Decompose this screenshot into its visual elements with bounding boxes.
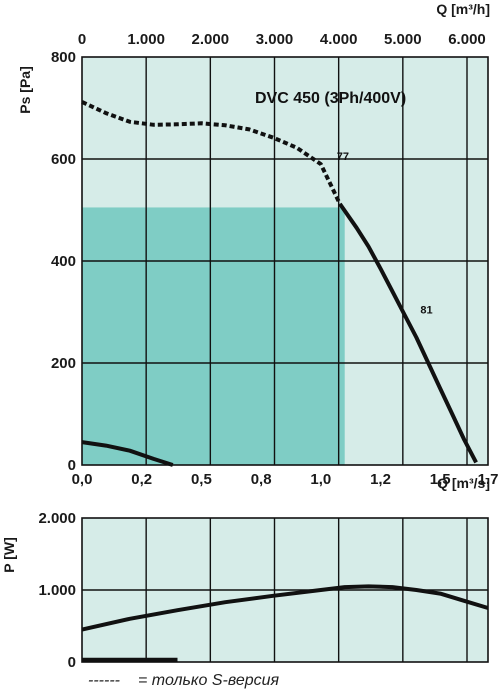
annotation-label: 81 xyxy=(420,304,432,316)
x-tick-label: 1,5 xyxy=(430,471,451,488)
pressure-curve-s-version xyxy=(81,100,342,205)
legend-text: = только S-версия xyxy=(138,672,280,689)
power-plot-frame xyxy=(81,517,489,663)
x2-tick-label: 6.000 xyxy=(448,31,486,48)
y-tick-label: 200 xyxy=(51,355,76,372)
pressure-curve xyxy=(81,440,174,467)
y-tick-label: 0 xyxy=(68,457,76,474)
power-series xyxy=(81,584,489,662)
power-tick-labels: 0 1.000 2.000 xyxy=(38,510,76,671)
main-series xyxy=(81,100,478,467)
main-tick-labels: 0 200 400 600 800 0,0 0,2 0,5 0,8 1,0 1,2 1,5 1,7 0 1.… xyxy=(51,31,498,488)
operating-range-shading xyxy=(82,207,345,465)
x2-tick-label: 1.000 xyxy=(127,31,165,48)
power-curve xyxy=(81,584,489,632)
chart-title: DVC 450 (3Ph/400V) xyxy=(255,90,406,107)
x-tick-label: 0,0 xyxy=(72,471,93,488)
x2-axis-label: Q [m³/h] xyxy=(436,1,490,17)
power-y-tick-label: 2.000 xyxy=(38,510,76,527)
x-tick-label: 1,7 xyxy=(478,471,499,488)
y-tick-label: 400 xyxy=(51,253,76,270)
y-axis-label: Ps [Pa] xyxy=(17,66,33,113)
x2-tick-label: 4.000 xyxy=(320,31,358,48)
x2-tick-label: 5.000 xyxy=(384,31,422,48)
x2-tick-label: 2.000 xyxy=(192,31,230,48)
legend-dash-sample: ------ xyxy=(88,672,120,689)
power-y-axis-label: P [W] xyxy=(1,537,17,573)
x2-tick-label: 0 xyxy=(78,31,86,48)
power-y-tick-label: 0 xyxy=(68,654,76,671)
x-tick-label: 0,5 xyxy=(191,471,212,488)
x-tick-label: 1,0 xyxy=(310,471,331,488)
x2-tick-label: 3.000 xyxy=(256,31,294,48)
main-plot-frame xyxy=(81,56,489,466)
y-tick-label: 800 xyxy=(51,49,76,66)
x-tick-label: 0,8 xyxy=(251,471,272,488)
power-y-tick-label: 1.000 xyxy=(38,582,76,599)
x-tick-label: 1,2 xyxy=(370,471,391,488)
y-tick-label: 600 xyxy=(51,151,76,168)
x-tick-label: 0,2 xyxy=(131,471,152,488)
pressure-curve xyxy=(338,202,478,464)
x-axis-label: Q [m³/s] xyxy=(437,475,490,491)
annotation-label: 77 xyxy=(337,151,349,163)
